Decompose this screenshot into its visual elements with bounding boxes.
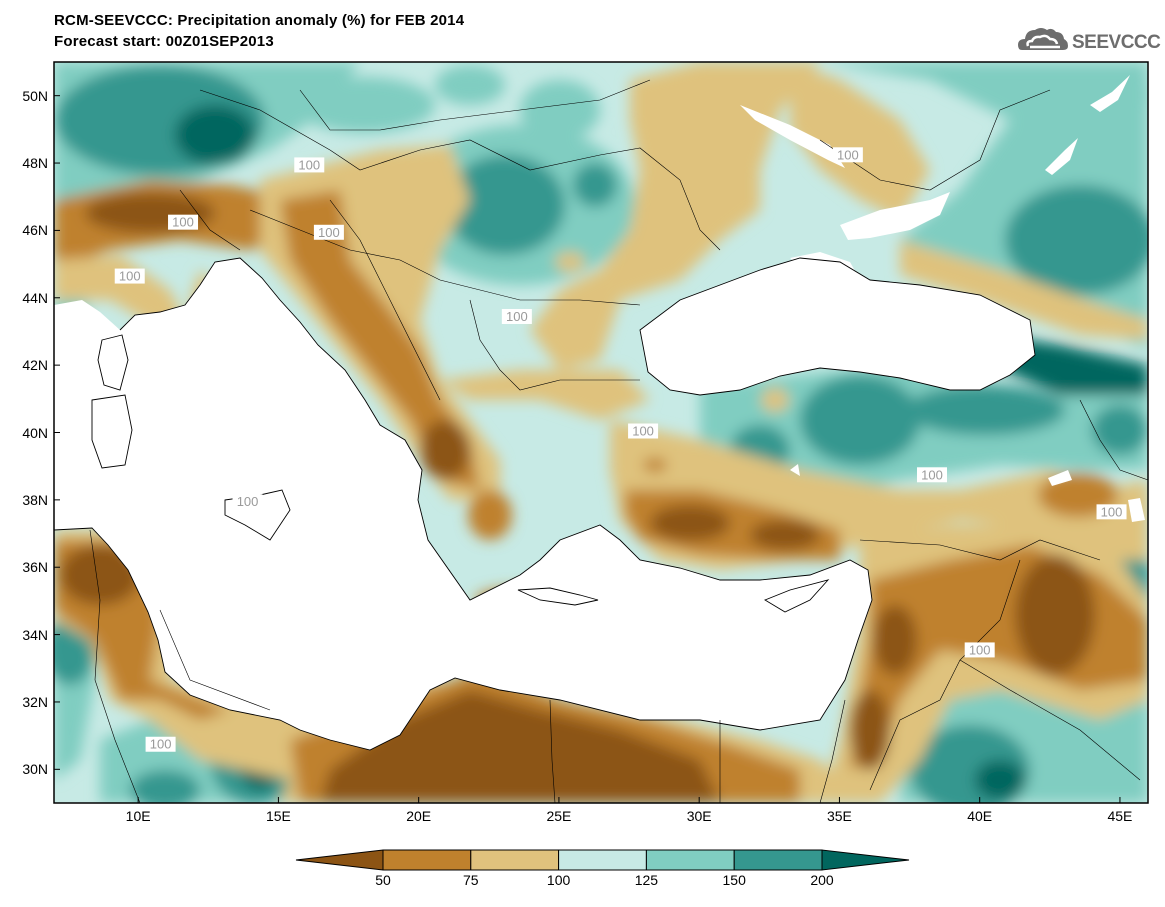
contour-label: 100: [628, 423, 659, 439]
svg-text:100: 100: [150, 737, 172, 752]
lat-tick-label: 50N: [22, 87, 48, 104]
colorbar-level-label: 50: [375, 872, 391, 888]
svg-text:100: 100: [1101, 504, 1123, 519]
colorbar-segment: [382, 849, 472, 871]
lon-tick-label: 15E: [265, 808, 291, 824]
country-borders: [89, 79, 1149, 804]
colorbar-segment: [470, 849, 560, 871]
axis-ticks: [54, 95, 1121, 803]
colorbar-level-label: 125: [634, 872, 659, 888]
logo-text: SEEVCCC: [1072, 32, 1161, 53]
lon-tick-label: 10E: [125, 808, 151, 824]
colorbar-level-label: 75: [463, 872, 479, 888]
svg-text:100: 100: [237, 494, 259, 509]
colorbar-segment: [558, 849, 647, 871]
svg-text:100: 100: [298, 157, 320, 172]
contour-label: 100: [964, 642, 995, 658]
lon-tick-label: 45E: [1107, 808, 1133, 824]
seevccc-logo: SEEVCCC: [1016, 20, 1161, 60]
colorbar-segment: [733, 849, 823, 871]
colorbar-level-label: 100: [546, 872, 571, 888]
lat-tick-label: 46N: [22, 222, 48, 239]
lat-tick-label: 30N: [22, 761, 48, 778]
contour-label: 100: [294, 157, 325, 173]
contour-label: 100: [313, 224, 344, 240]
svg-text:100: 100: [921, 467, 943, 482]
contour-label: 100: [917, 467, 948, 483]
colorbar: [295, 849, 910, 871]
svg-text:100: 100: [172, 215, 194, 230]
contour-label: 100: [145, 736, 176, 752]
lon-tick-label: 35E: [826, 808, 852, 824]
svg-text:100: 100: [506, 309, 528, 324]
lat-tick-label: 42N: [22, 357, 48, 374]
lat-tick-label: 38N: [22, 491, 48, 508]
lon-tick-label: 40E: [967, 808, 993, 824]
svg-text:100: 100: [837, 147, 859, 162]
cloud-icon: [1018, 28, 1068, 50]
coastlines: [53, 257, 1036, 751]
contour-label: 100: [114, 268, 145, 284]
svg-text:100: 100: [318, 225, 340, 240]
svg-text:100: 100: [969, 642, 991, 657]
svg-text:100: 100: [119, 269, 141, 284]
map-title: RCM-SEEVCCC: Precipitation anomaly (%) f…: [54, 12, 465, 29]
sea-mask: [54, 75, 1145, 750]
svg-text:100: 100: [632, 424, 654, 439]
colorbar-level-label: 150: [722, 872, 746, 888]
colorbar-level-label: 200: [810, 872, 834, 888]
colorbar-segment: [645, 849, 735, 871]
lon-tick-label: 20E: [406, 808, 432, 824]
anomaly-contours: [54, 62, 1148, 803]
lon-tick-label: 30E: [686, 808, 712, 824]
forecast-start-subtitle: Forecast start: 00Z01SEP2013: [54, 33, 274, 50]
anomaly-field: [54, 62, 1148, 803]
lat-tick-label: 40N: [22, 424, 48, 441]
lat-tick-label: 44N: [22, 289, 48, 306]
contour-label: 100: [1096, 504, 1127, 520]
contour-label: 100: [832, 147, 863, 163]
lat-tick-label: 36N: [22, 559, 48, 576]
contour-labels: 100 100 100 100 100 100 100 100 100 100 100 100: [114, 147, 1127, 752]
contour-label: 100: [232, 494, 263, 510]
lat-tick-label: 32N: [22, 693, 48, 710]
lat-tick-label: 48N: [22, 155, 48, 172]
lat-tick-label: 34N: [22, 626, 48, 643]
colorbar-high-triangle: [821, 849, 910, 871]
contour-label: 100: [501, 308, 532, 324]
lon-tick-label: 25E: [546, 808, 572, 824]
contour-label: 100: [168, 214, 199, 230]
colorbar-low-triangle: [295, 849, 384, 871]
